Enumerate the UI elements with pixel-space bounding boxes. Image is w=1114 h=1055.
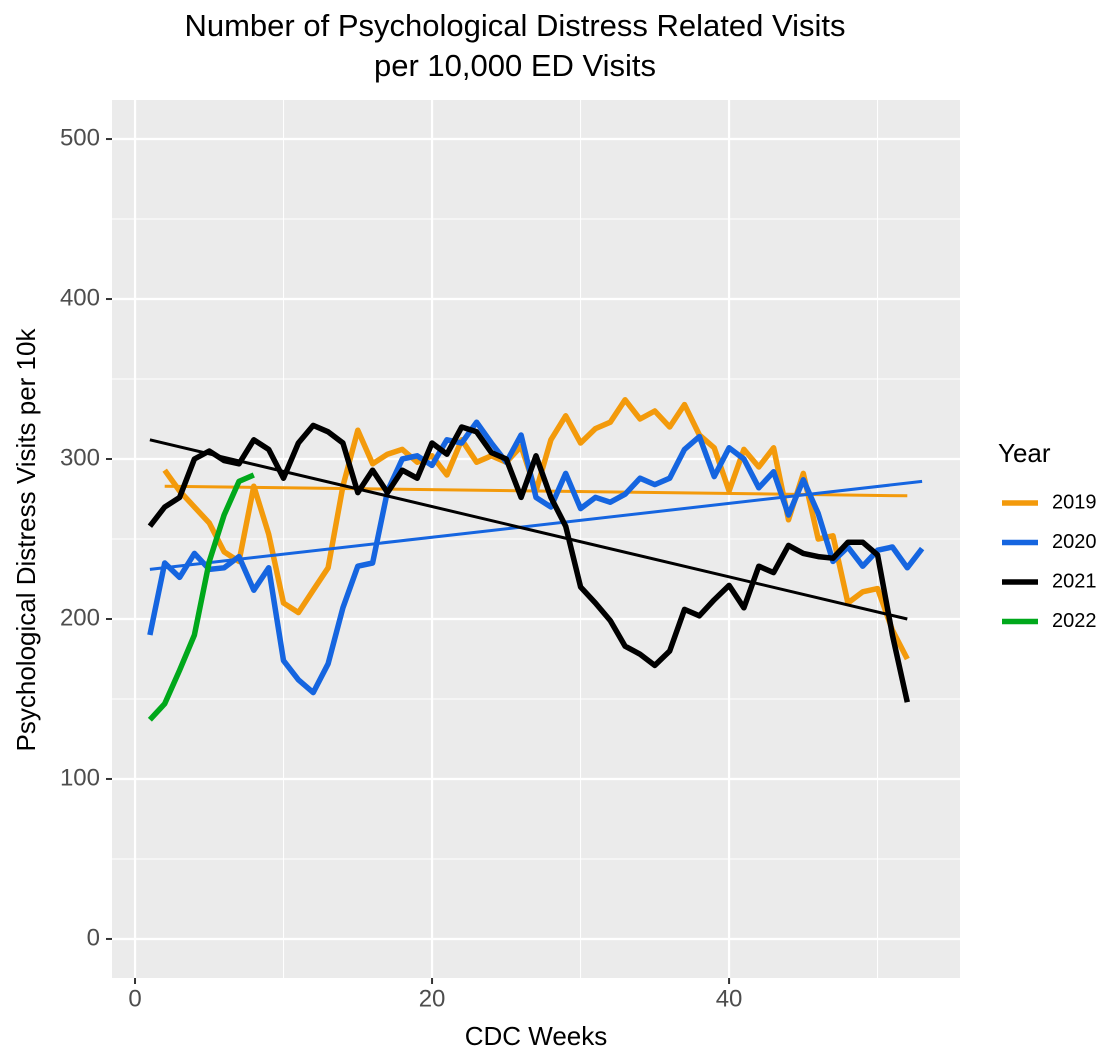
legend: 2019 2020 2021 2022 (1002, 491, 1097, 632)
chart-title: Number of Psychological Distress Related… (184, 8, 846, 83)
x-tick-label: 20 (419, 985, 446, 1012)
grid (112, 100, 960, 978)
y-tick-label: 300 (60, 444, 100, 471)
data-line (147, 472, 255, 722)
legend-label: 2021 (1052, 570, 1097, 592)
legend-title: Year (998, 438, 1051, 468)
x-axis-title: CDC Weeks (465, 1021, 608, 1051)
legend-label: 2022 (1052, 610, 1097, 632)
y-tick-label: 200 (60, 604, 100, 631)
y-tick-label: 400 (60, 284, 100, 311)
data-line (147, 422, 910, 703)
y-tick-label: 500 (60, 124, 100, 151)
x-tick-label: 40 (716, 985, 743, 1012)
y-axis-title: Psychological Distress Visits per 10k (11, 328, 41, 752)
legend-label: 2019 (1052, 491, 1097, 513)
trend-line (149, 438, 908, 621)
lines (147, 397, 925, 722)
data-line (147, 419, 925, 696)
y-tick-label: 0 (87, 924, 100, 951)
trend-line (149, 479, 923, 571)
legend-label: 2020 (1052, 531, 1097, 553)
x-tick-label: 0 (128, 985, 141, 1012)
y-tick-label: 100 (60, 764, 100, 791)
